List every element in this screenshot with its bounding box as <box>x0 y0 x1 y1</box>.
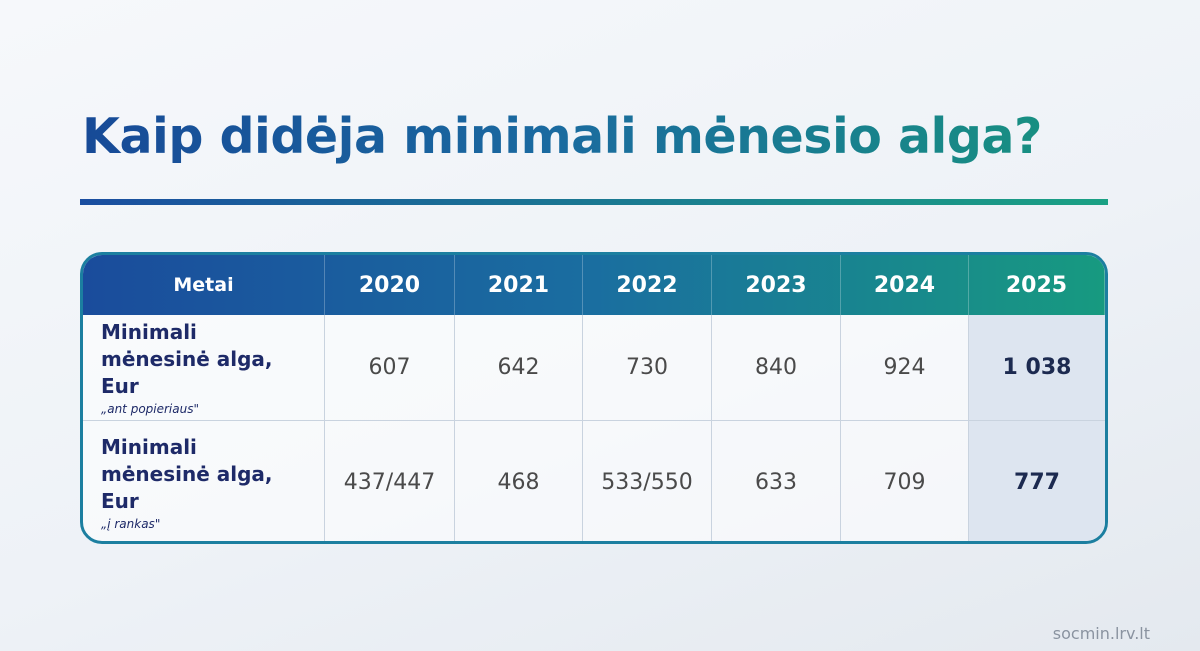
row-note: „ant popieriaus" <box>101 402 199 416</box>
column-header: 2021 <box>455 255 583 315</box>
table-cell: 1 038 <box>969 315 1105 421</box>
table-cell: 607 <box>325 315 455 421</box>
title: Kaip didėja minimali mėnesio alga? <box>82 108 1122 165</box>
row-label-text: Minimali mėnesinė alga, Eur <box>101 435 273 513</box>
row-label-text: Minimali mėnesinė alga, Eur <box>101 320 273 398</box>
column-header: 2023 <box>712 255 841 315</box>
table-cell: 533/550 <box>583 421 712 541</box>
source: socmin.lrv.lt <box>1052 624 1150 643</box>
table-cell: 633 <box>712 421 841 541</box>
row-note: „į rankas" <box>101 517 161 531</box>
table-cell: 924 <box>841 315 969 421</box>
table-cell: 468 <box>455 421 583 541</box>
table-cell: 840 <box>712 315 841 421</box>
table-cell: 642 <box>455 315 583 421</box>
column-header: 2022 <box>583 255 712 315</box>
column-header: 2025 <box>969 255 1105 315</box>
title-rule <box>80 199 1108 205</box>
column-header: 2024 <box>841 255 969 315</box>
table-cell: 777 <box>969 421 1105 541</box>
table-header <box>83 255 1105 315</box>
table: Metai 2020 2021 2022 2023 2024 2025 Minimali mė… <box>80 252 1108 544</box>
row-label: Minimali mėnesinė alga, Eur „į rankas" <box>83 421 325 541</box>
column-header: 2020 <box>325 255 455 315</box>
table-cell: 709 <box>841 421 969 541</box>
column-header: Metai <box>83 255 325 315</box>
table-cell: 437/447 <box>325 421 455 541</box>
row-label: Minimali mėnesinė alga, Eur „ant popieria… <box>83 315 325 421</box>
table-cell: 730 <box>583 315 712 421</box>
